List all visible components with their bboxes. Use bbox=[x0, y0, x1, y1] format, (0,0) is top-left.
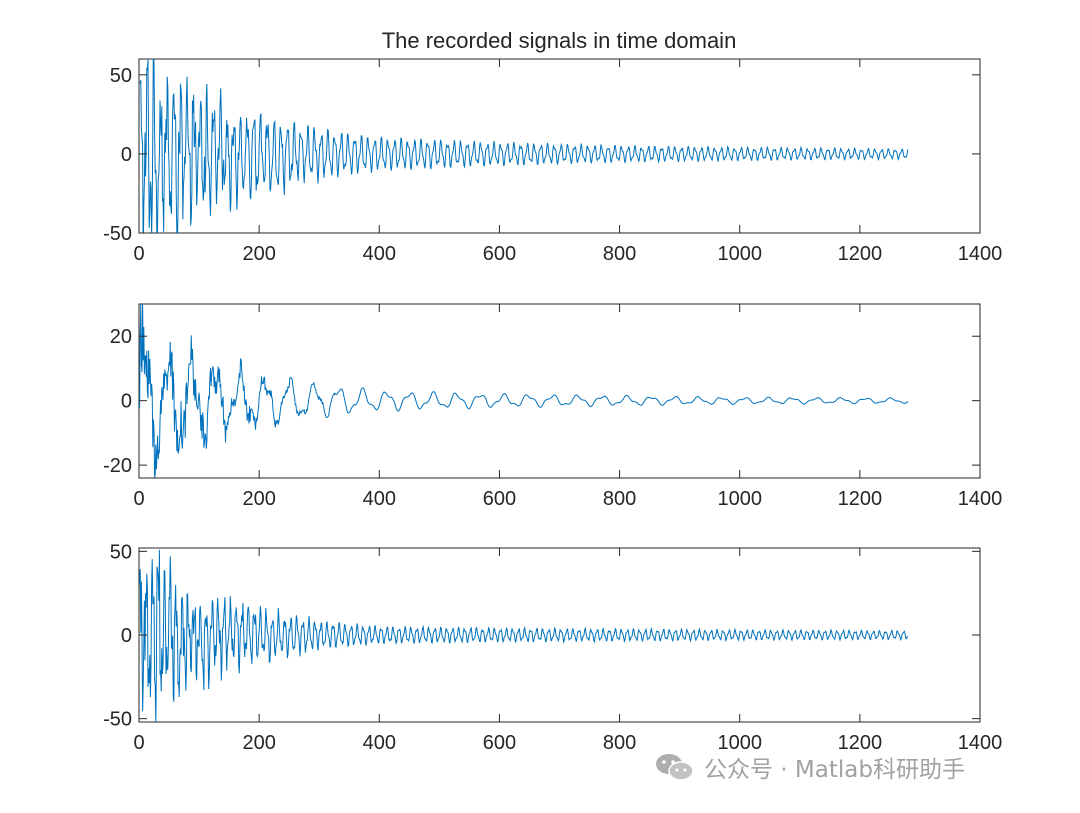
x-tick-label: 200 bbox=[242, 732, 275, 754]
x-tick-label: 800 bbox=[603, 243, 636, 265]
x-tick-label: 200 bbox=[242, 243, 275, 265]
x-tick-label: 1000 bbox=[717, 243, 762, 265]
x-tick-label: 800 bbox=[603, 732, 636, 754]
wechat-icon bbox=[652, 751, 698, 783]
x-tick-label: 0 bbox=[133, 243, 144, 265]
x-tick-label: 0 bbox=[133, 732, 144, 754]
axes-box bbox=[138, 303, 981, 479]
x-tick-label: 1200 bbox=[838, 243, 883, 265]
y-tick-label: 50 bbox=[110, 65, 132, 87]
y-tick-label: 0 bbox=[121, 144, 132, 166]
x-tick-label: 0 bbox=[133, 488, 144, 510]
signal-line-1 bbox=[139, 59, 909, 233]
x-tick-label: 600 bbox=[483, 243, 516, 265]
y-tick-label: 0 bbox=[121, 625, 132, 647]
y-tick-label: 50 bbox=[110, 541, 132, 563]
x-tick-label: 1200 bbox=[838, 732, 883, 754]
x-tick-label: 400 bbox=[363, 243, 396, 265]
y-tick-label: -50 bbox=[103, 709, 132, 731]
x-tick-label: 1400 bbox=[958, 488, 1003, 510]
x-tick-label: 600 bbox=[483, 488, 516, 510]
y-tick-label: 20 bbox=[110, 326, 132, 348]
signal-line-2 bbox=[139, 304, 909, 478]
watermark: 公众号 · Matlab科研助手 bbox=[652, 748, 965, 786]
y-tick-label: 0 bbox=[121, 391, 132, 413]
x-tick-label: 200 bbox=[242, 488, 275, 510]
x-tick-label: 1200 bbox=[838, 488, 883, 510]
x-tick-label: 1000 bbox=[717, 732, 762, 754]
x-tick-label: 800 bbox=[603, 488, 636, 510]
figure-title: The recorded signals in time domain bbox=[382, 28, 737, 53]
x-tick-label: 1400 bbox=[958, 732, 1003, 754]
y-tick-label: -50 bbox=[103, 223, 132, 245]
x-tick-label: 400 bbox=[363, 488, 396, 510]
x-tick-label: 1400 bbox=[958, 243, 1003, 265]
x-tick-label: 1000 bbox=[717, 488, 762, 510]
x-tick-label: 400 bbox=[363, 732, 396, 754]
x-tick-label: 600 bbox=[483, 732, 516, 754]
y-tick-label: -20 bbox=[103, 455, 132, 477]
watermark-text: 公众号 · Matlab科研助手 bbox=[704, 757, 965, 783]
signal-line-3 bbox=[139, 549, 909, 722]
